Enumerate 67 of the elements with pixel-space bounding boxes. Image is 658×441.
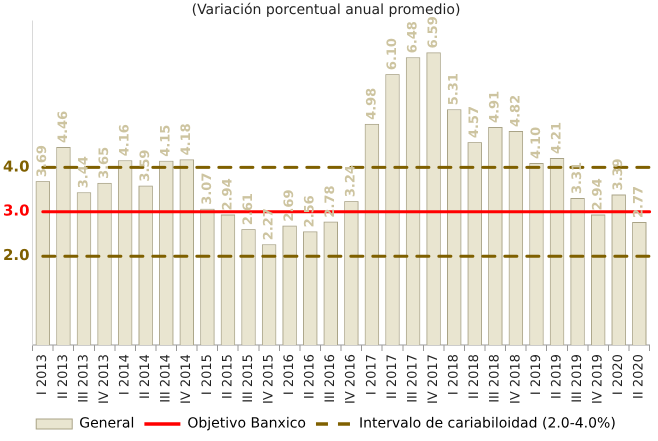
text: 3.31 bbox=[570, 162, 585, 194]
text: 4.46 bbox=[56, 110, 71, 143]
text: 2.94 bbox=[590, 178, 606, 210]
x-tick-label: II 2020 bbox=[632, 354, 647, 399]
text: 3.59 bbox=[138, 150, 154, 182]
text: 6.10 bbox=[384, 38, 400, 70]
x-tick-label: III 2013 bbox=[76, 354, 92, 403]
x-tick-label: IV 2017 bbox=[426, 354, 442, 404]
x-tick-label: III 2017 bbox=[405, 354, 420, 403]
text: 2.69 bbox=[282, 189, 298, 222]
x-tick-label: I 2019 bbox=[528, 354, 544, 396]
text: 3.44 bbox=[76, 156, 92, 188]
text: 6.48 bbox=[405, 21, 420, 54]
x-tick-label: III 2018 bbox=[488, 354, 503, 403]
text: 2.61 bbox=[240, 193, 256, 226]
text: 3.65 bbox=[96, 146, 112, 179]
x-tick-label: II 2013 bbox=[56, 354, 71, 399]
text: 6.59 bbox=[426, 16, 442, 48]
x-tick-label: II 2014 bbox=[138, 354, 154, 399]
x-tick-label: II 2016 bbox=[302, 354, 318, 399]
y-tick-label: 4.0 bbox=[2, 157, 30, 176]
text: 4.18 bbox=[179, 123, 194, 156]
x-tick-label: II 2017 bbox=[384, 354, 400, 399]
x-tick-label: I 2020 bbox=[611, 354, 626, 396]
legend-label: Intervalo de cariabiloidad (2.0-4.0%) bbox=[358, 416, 616, 432]
text: 3.24 bbox=[344, 165, 359, 198]
text: 4.15 bbox=[158, 124, 174, 157]
x-tick-label: I 2015 bbox=[200, 354, 215, 396]
text: 4.10 bbox=[528, 126, 544, 159]
x-tick-label: III 2019 bbox=[570, 354, 585, 403]
x-tick-label: IV 2018 bbox=[508, 354, 524, 404]
y-tick-label: 2.0 bbox=[2, 246, 30, 264]
text: 2.56 bbox=[302, 195, 318, 228]
text: 2.77 bbox=[632, 186, 647, 218]
x-tick-label: II 2019 bbox=[549, 354, 564, 399]
legend-label: General bbox=[79, 416, 134, 432]
x-tick-label: I 2018 bbox=[446, 354, 462, 396]
x-tick-label: I 2016 bbox=[282, 354, 298, 396]
chart-title: (Variación porcentual anual promedio) bbox=[192, 2, 460, 18]
y-tick-label: 3.0 bbox=[2, 202, 30, 220]
text: 4.82 bbox=[508, 94, 524, 127]
x-tick-label: I 2013 bbox=[35, 354, 50, 396]
text: 3.39 bbox=[611, 158, 626, 190]
text: 4.57 bbox=[467, 106, 482, 138]
x-tick-label: IV 2013 bbox=[96, 354, 112, 404]
text: 3.69 bbox=[35, 145, 50, 178]
x-tick-label: IV 2014 bbox=[179, 354, 194, 404]
text: 5.31 bbox=[446, 73, 462, 106]
x-tick-label: III 2015 bbox=[240, 354, 256, 403]
x-tick-label: IV 2016 bbox=[344, 354, 359, 404]
x-tick-label: III 2014 bbox=[158, 354, 174, 403]
x-tick-label: I 2017 bbox=[364, 354, 380, 396]
x-tick-label: IV 2015 bbox=[261, 354, 276, 404]
text: 4.98 bbox=[364, 88, 380, 120]
x-tick-label: I 2014 bbox=[118, 354, 132, 396]
text: 2.27 bbox=[261, 208, 276, 240]
text: 4.21 bbox=[549, 122, 564, 154]
x-tick-label: II 2015 bbox=[220, 354, 236, 399]
x-tick-label: II 2018 bbox=[467, 354, 482, 399]
text: 4.16 bbox=[118, 124, 132, 156]
text: 3.07 bbox=[200, 172, 215, 205]
x-tick-label: III 2016 bbox=[323, 354, 338, 403]
x-tick-label: IV 2019 bbox=[590, 354, 606, 404]
text: 2.78 bbox=[323, 185, 338, 218]
text: 2.94 bbox=[220, 178, 236, 210]
legend-label: Objetivo Banxico bbox=[187, 416, 306, 432]
text: 4.91 bbox=[488, 90, 503, 123]
